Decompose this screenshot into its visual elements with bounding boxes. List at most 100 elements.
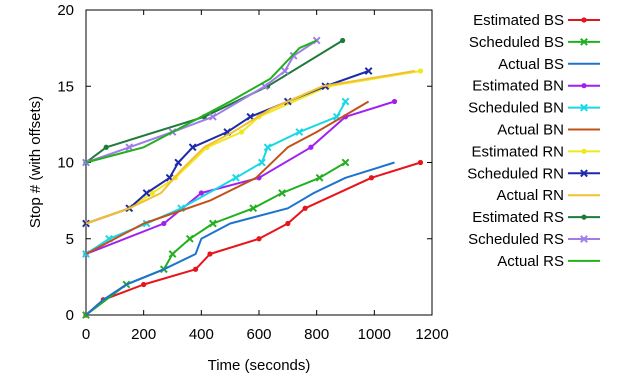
y-tick-label: 5 [66, 231, 74, 248]
legend-item: Estimated BS [473, 12, 600, 29]
series-scheduled-rs [82, 36, 321, 167]
legend-marker [580, 37, 588, 46]
legend-item: Actual BS [498, 56, 600, 73]
legend-label: Scheduled BN [468, 100, 564, 117]
data-point [161, 220, 167, 227]
data-point [417, 68, 424, 74]
legend-label: Actual BN [497, 122, 564, 139]
legend-label: Estimated RS [472, 209, 564, 226]
legend-marker [581, 148, 587, 154]
x-tick-label: 1200 [415, 326, 448, 343]
plot-area: 0 200 400 600 800 1000 1200 0 5 10 15 20 [57, 2, 448, 343]
data-point [188, 143, 197, 152]
data-point [239, 129, 245, 135]
legend-item: Estimated RS [472, 209, 600, 226]
data-point [149, 190, 155, 196]
data-point [341, 97, 350, 106]
legend-item: Actual RN [496, 187, 600, 204]
x-tick-label: 400 [189, 326, 214, 343]
series-line [85, 39, 318, 164]
legend-label: Scheduled BS [469, 34, 564, 51]
data-point [103, 144, 109, 150]
legend-item: Scheduled RS [468, 231, 600, 248]
data-point [142, 189, 151, 197]
series-scheduled-rn [82, 67, 373, 228]
y-tick-label: 0 [66, 307, 74, 324]
data-point [198, 190, 204, 196]
data-point [256, 236, 262, 242]
x-axis-ticks: 0 200 400 600 800 1000 1200 [82, 10, 449, 343]
legend-marker [580, 103, 588, 112]
data-point [174, 158, 183, 167]
y-tick-label: 15 [57, 78, 74, 95]
series-actual-rn [85, 70, 415, 225]
series-layer [82, 36, 424, 319]
data-point [257, 158, 266, 167]
series-line [85, 70, 415, 225]
legend-label: Scheduled RN [467, 165, 564, 182]
y-axis-label: Stop # (with offsets) [27, 96, 44, 228]
data-point [141, 281, 147, 288]
x-tick-label: 1000 [358, 326, 391, 343]
data-point [185, 234, 194, 243]
data-point [308, 144, 314, 150]
series-actual-rs [85, 39, 318, 164]
data-point [207, 251, 213, 257]
data-point [285, 220, 291, 227]
series-scheduled-bn [82, 97, 350, 258]
legend-marker [581, 17, 587, 23]
data-point [281, 67, 289, 75]
series-line [85, 100, 370, 255]
data-point [232, 173, 240, 182]
data-point [249, 204, 258, 213]
data-point [417, 159, 424, 166]
plot-frame [85, 9, 433, 316]
data-point [246, 112, 255, 121]
data-point [391, 98, 398, 105]
data-point [302, 205, 308, 211]
legend-item: Scheduled BS [469, 34, 600, 51]
y-axis-ticks: 0 5 10 15 20 [57, 2, 432, 324]
legend-label: Actual RS [497, 253, 564, 270]
data-point [192, 266, 199, 272]
series-actual-bs [85, 161, 395, 316]
data-point [168, 250, 177, 258]
legend-item: Scheduled RN [467, 165, 600, 182]
x-tick-label: 200 [131, 326, 156, 343]
legend-item: Estimated BN [472, 78, 600, 95]
data-point [315, 173, 324, 182]
legend-marker [580, 235, 588, 243]
x-tick-label: 0 [82, 326, 90, 343]
data-point [368, 175, 375, 181]
data-point [278, 189, 286, 197]
legend-item: Scheduled BN [468, 100, 600, 117]
legend-label: Estimated RN [471, 143, 564, 160]
x-axis-label: Time (seconds) [208, 357, 311, 374]
data-point [263, 143, 272, 152]
legend-label: Scheduled RS [468, 231, 564, 248]
series-actual-bn [85, 100, 370, 255]
data-point [208, 219, 217, 228]
series-line [85, 161, 421, 316]
series-estimated-bs [83, 159, 424, 318]
series-line [85, 161, 395, 316]
legend-item: Actual RS [497, 253, 600, 270]
legend-marker [581, 83, 587, 89]
data-point [341, 158, 350, 167]
legend: Estimated BS Scheduled BS Actual BS Estimat… [467, 12, 600, 270]
y-tick-label: 10 [57, 155, 74, 172]
x-tick-label: 600 [246, 326, 271, 343]
legend-marker [580, 169, 588, 178]
legend-item: Actual BN [497, 122, 600, 139]
data-point [295, 128, 304, 136]
series-estimated-rs [83, 37, 346, 166]
legend-label: Estimated BS [473, 12, 564, 29]
legend-item: Estimated RN [471, 143, 600, 160]
legend-marker [581, 214, 587, 220]
y-tick-label: 20 [57, 2, 74, 19]
data-point [125, 143, 134, 152]
data-point [208, 112, 217, 121]
legend-label: Actual RN [496, 187, 564, 204]
legend-label: Estimated BN [472, 78, 564, 95]
